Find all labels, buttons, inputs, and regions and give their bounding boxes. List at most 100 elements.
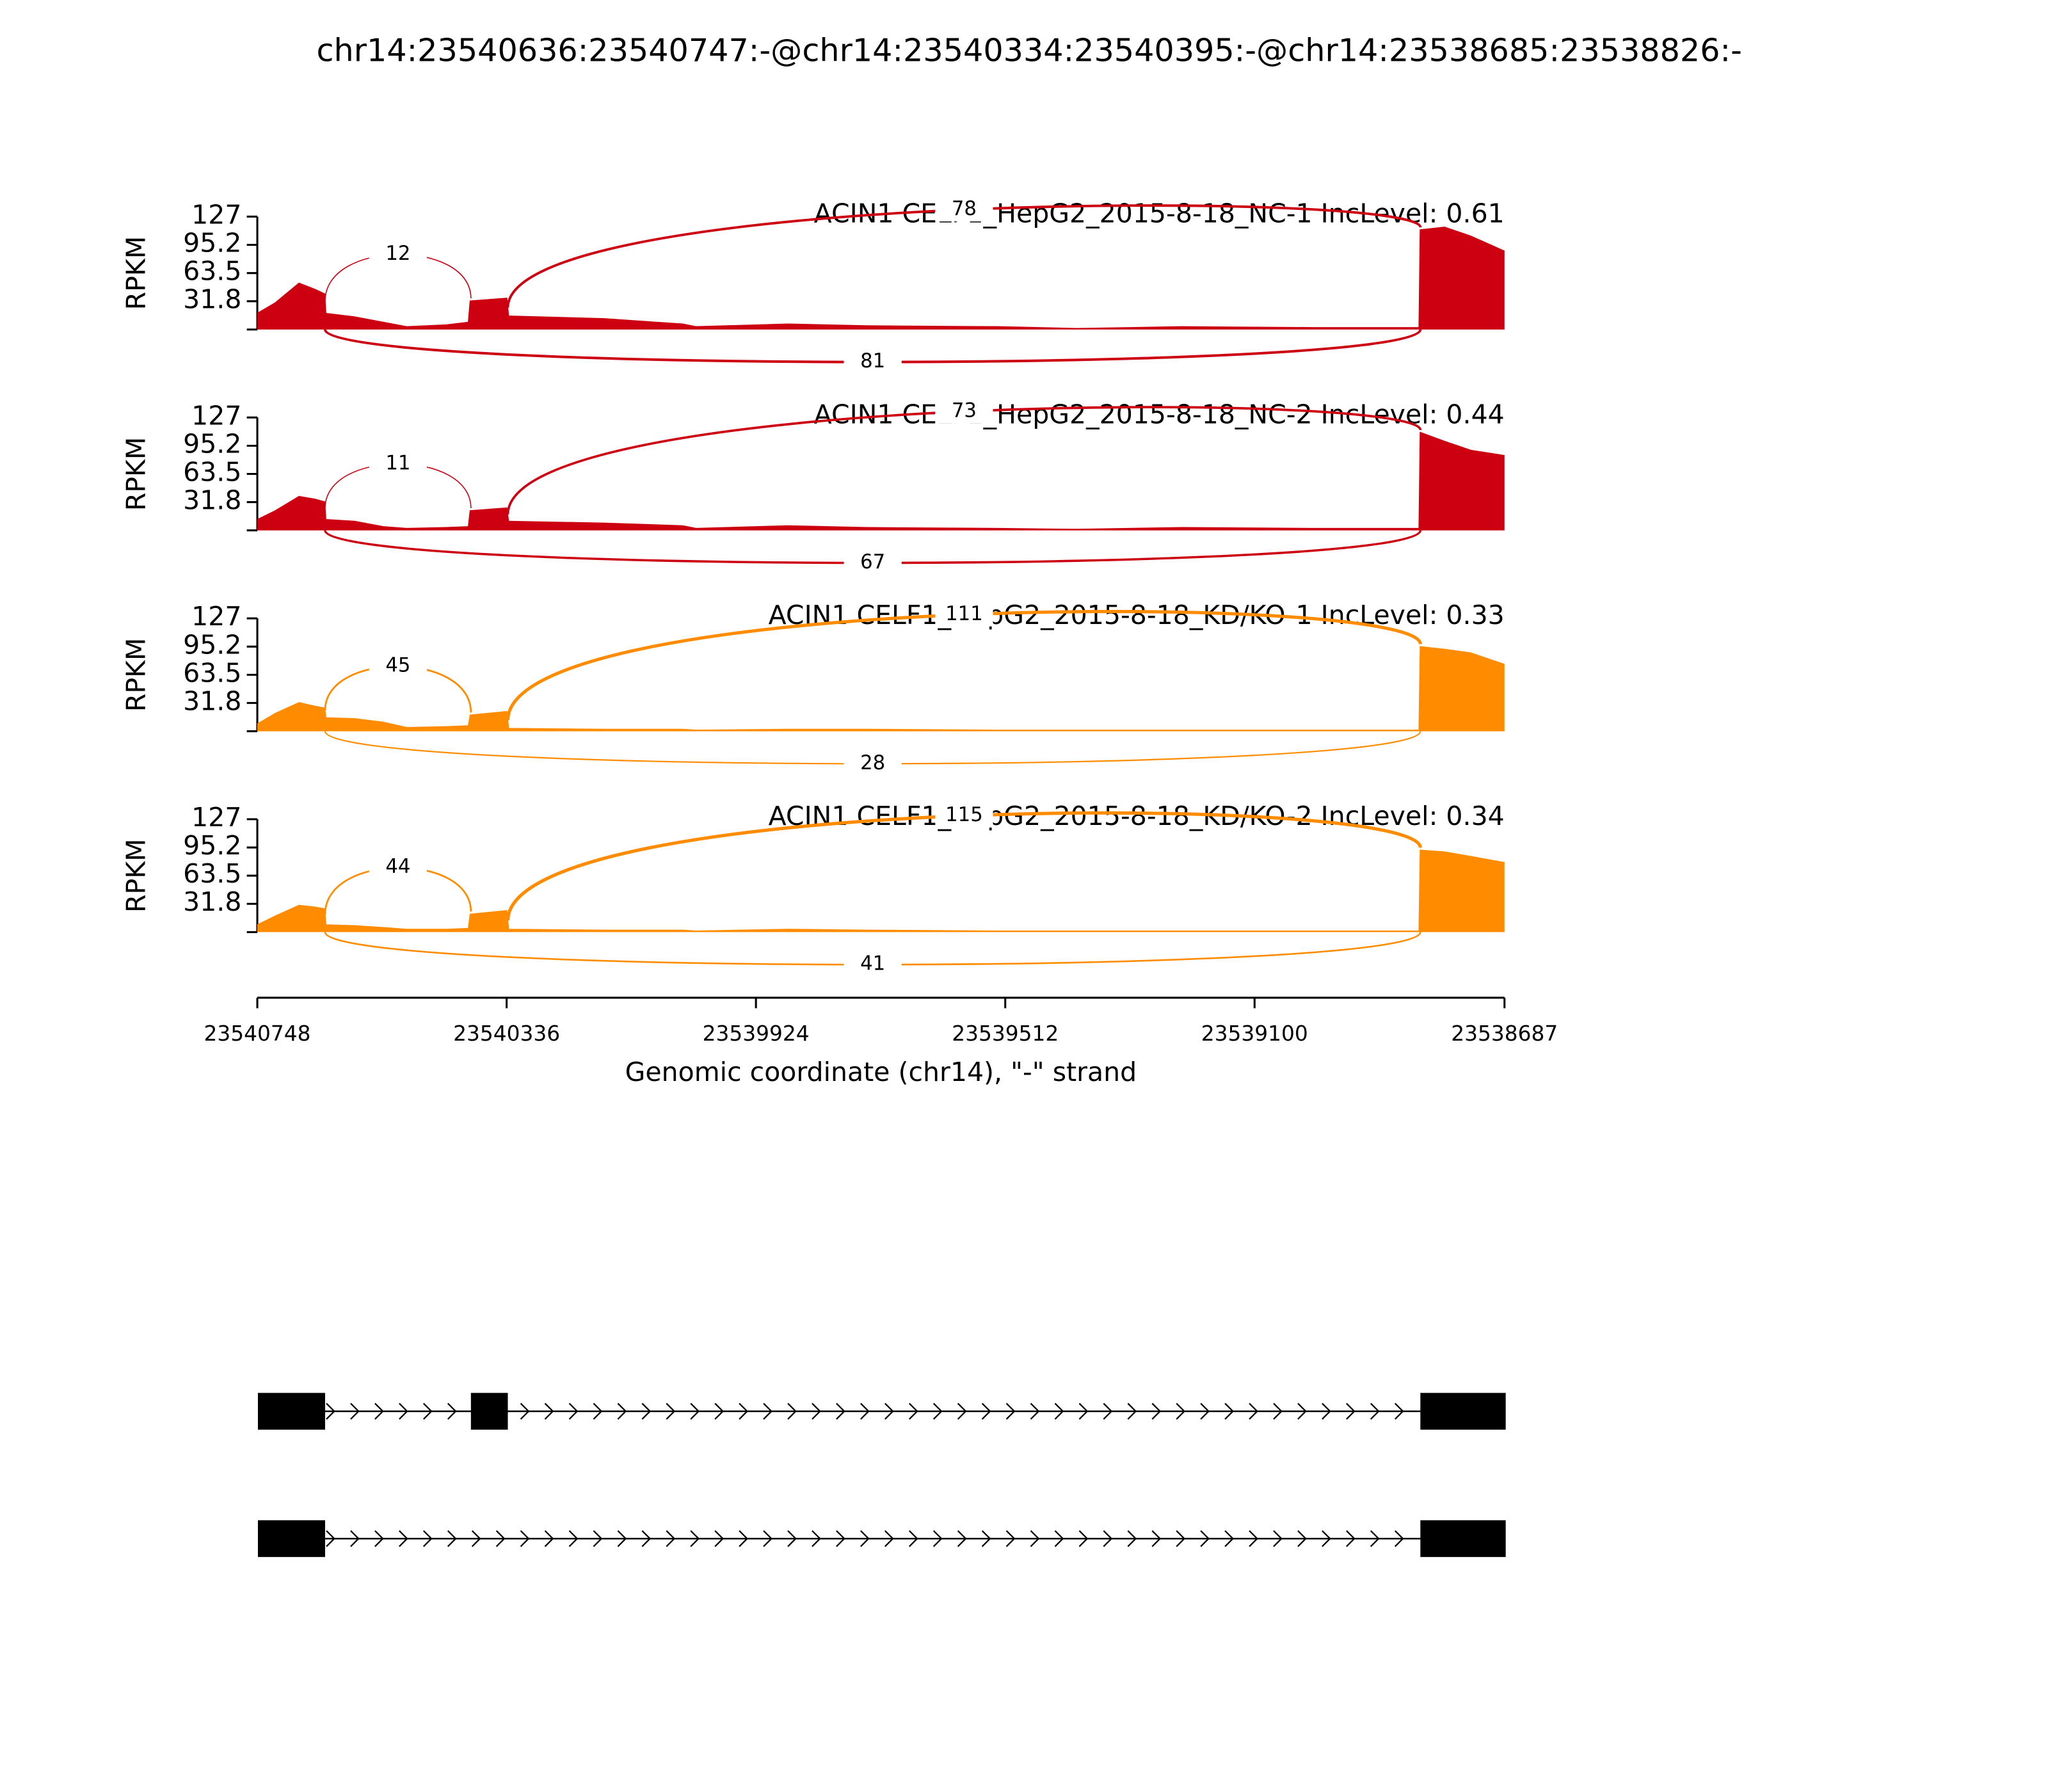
strand-chevron: [1127, 1530, 1137, 1548]
junction-label: 41: [860, 952, 885, 975]
strand-chevron: [374, 1403, 384, 1420]
strand-chevron: [1005, 1403, 1016, 1420]
strand-chevron: [1273, 1530, 1283, 1548]
strand-chevron: [1346, 1530, 1356, 1548]
coverage: [257, 646, 1505, 732]
strand-chevron: [641, 1530, 652, 1548]
strand-chevron: [1224, 1403, 1235, 1420]
strand-chevron: [1176, 1403, 1186, 1420]
strand-chevron: [1005, 1530, 1016, 1548]
y-tick-label: 127: [191, 400, 241, 431]
strand-chevron: [763, 1530, 772, 1548]
junction-label: 115: [945, 803, 983, 826]
coverage: [257, 849, 1505, 932]
junction-label: 111: [945, 602, 983, 625]
y-tick-label: 63.5: [183, 256, 241, 287]
junction-label-bg: [844, 551, 902, 575]
junction-label-bg: [844, 350, 902, 374]
y-tick-label: 63.5: [183, 858, 241, 889]
strand-chevron: [374, 1530, 384, 1548]
strand-chevron: [836, 1530, 845, 1548]
strand-chevron: [1054, 1530, 1064, 1548]
strand-chevron: [520, 1403, 530, 1420]
y-axis-label: RPKM: [120, 437, 151, 511]
track-title: ACIN1 CELF1_HepG2_2015-8-18_KD/KO-2 IncL…: [769, 801, 1505, 831]
coverage-fill: [257, 646, 1505, 732]
strand-chevron: [447, 1403, 457, 1420]
y-tick-label: 127: [191, 199, 241, 230]
strand-chevron: [690, 1403, 700, 1420]
x-tick-label: 23540336: [453, 1021, 560, 1046]
junction-label: 73: [952, 399, 977, 422]
strand-chevron: [763, 1403, 772, 1420]
strand-chevron: [1078, 1403, 1089, 1420]
strand-chevron: [812, 1530, 821, 1548]
strand-chevron: [714, 1530, 724, 1548]
strand-chevron: [593, 1530, 603, 1548]
strand-chevron: [932, 1530, 943, 1548]
x-tick-label: 23539924: [703, 1021, 810, 1046]
strand-chevron: [1054, 1403, 1064, 1420]
strand-chevron: [1322, 1530, 1331, 1548]
y-tick-label: 31.8: [183, 886, 241, 917]
strand-chevron: [399, 1530, 408, 1548]
junction-label-bg: [935, 602, 993, 627]
strand-chevron: [1078, 1530, 1089, 1548]
y-tick-label: 127: [191, 601, 241, 632]
junction-label: 11: [385, 451, 410, 474]
strand-chevron: [350, 1530, 360, 1548]
junction-label: 78: [952, 197, 977, 220]
x-axis-label: Genomic coordinate (chr14), "-" strand: [625, 1057, 1137, 1087]
strand-chevron: [1151, 1403, 1162, 1420]
exon: [257, 1393, 325, 1430]
coverage-fill: [257, 432, 1505, 531]
strand-chevron: [1346, 1403, 1356, 1420]
strand-chevron: [1394, 1403, 1404, 1420]
strand-chevron: [1370, 1530, 1380, 1548]
strand-chevron: [422, 1530, 433, 1548]
strand-chevron: [739, 1530, 749, 1548]
junction-label-bg: [369, 243, 428, 267]
strand-chevron: [593, 1403, 603, 1420]
strand-chevron: [836, 1403, 845, 1420]
strand-chevron: [1030, 1530, 1040, 1548]
strand-chevron: [884, 1530, 894, 1548]
track-title: ACIN1 CELF1_HepG2_2015-8-18_NC-1 IncLeve…: [814, 198, 1505, 228]
strand-chevron: [1249, 1403, 1258, 1420]
strand-chevron: [422, 1403, 433, 1420]
y-axis-label: RPKM: [120, 838, 151, 913]
strand-chevron: [1224, 1530, 1235, 1548]
junction-label: 67: [860, 550, 885, 573]
junction-label-bg: [369, 856, 428, 880]
strand-chevron: [714, 1403, 724, 1420]
strand-chevron: [520, 1530, 530, 1548]
strand-chevron: [568, 1530, 579, 1548]
strand-chevron: [1394, 1530, 1404, 1548]
strand-chevron: [617, 1530, 627, 1548]
strand-chevron: [787, 1403, 797, 1420]
strand-chevron: [617, 1403, 627, 1420]
exon: [1420, 1393, 1506, 1430]
strand-chevron: [1297, 1530, 1307, 1548]
exon: [1420, 1520, 1506, 1557]
strand-chevron: [544, 1530, 554, 1548]
coverage: [257, 227, 1505, 330]
strand-chevron: [1200, 1403, 1210, 1420]
coverage-fill: [257, 850, 1505, 932]
strand-chevron: [981, 1530, 991, 1548]
coverage: [257, 431, 1505, 531]
junction-label-bg: [369, 654, 428, 678]
coverage-fill: [257, 227, 1505, 330]
junction-label: 44: [385, 855, 410, 878]
exon: [257, 1520, 325, 1557]
strand-chevron: [666, 1530, 676, 1548]
junction-label-bg: [844, 751, 902, 776]
junction-label-bg: [935, 198, 993, 222]
strand-chevron: [1249, 1530, 1258, 1548]
chart-title: chr14:23540636:23540747:-@chr14:23540334…: [316, 32, 1741, 69]
x-tick-label: 23540748: [204, 1021, 311, 1046]
strand-chevron: [1151, 1530, 1162, 1548]
strand-chevron: [399, 1403, 408, 1420]
strand-chevron: [981, 1403, 991, 1420]
